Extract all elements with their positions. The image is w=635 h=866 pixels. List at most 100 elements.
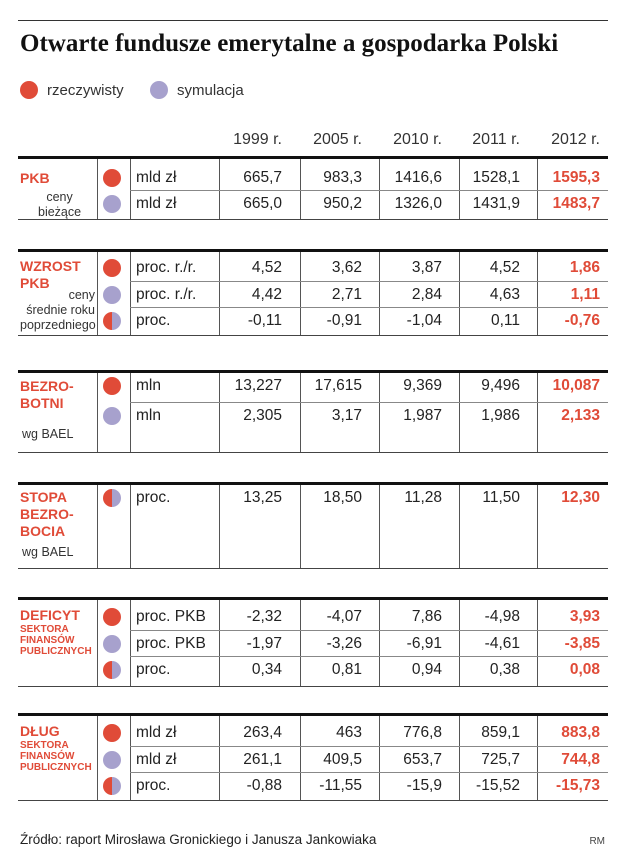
value-cell: 4,52 xyxy=(251,259,282,276)
value-cell: -4,61 xyxy=(484,635,520,652)
value-cell: -11,55 xyxy=(319,777,362,794)
simulation-dot-icon xyxy=(103,195,121,213)
column-divider xyxy=(379,716,380,800)
value-cell: -0,88 xyxy=(246,777,282,794)
value-cell: 9,369 xyxy=(403,377,442,394)
value-cell: 261,1 xyxy=(243,751,282,768)
column-divider xyxy=(300,373,301,452)
value-cell: -0,11 xyxy=(247,312,282,329)
value-cell: 859,1 xyxy=(481,724,520,741)
value-cell: 3,87 xyxy=(411,259,442,276)
value-cell: 1,987 xyxy=(403,407,442,424)
value-cell: -3,26 xyxy=(326,635,362,652)
column-divider xyxy=(300,716,301,800)
section-bottom-rule xyxy=(18,335,608,336)
value-cell: 3,93 xyxy=(569,608,600,625)
section-note: wg BAEL xyxy=(22,427,74,441)
unit-label: proc. xyxy=(136,489,171,506)
row-divider xyxy=(130,772,608,773)
value-cell: -15,9 xyxy=(406,777,442,794)
section-title: DEFICYT xyxy=(20,607,80,623)
column-divider xyxy=(97,159,98,219)
actual-dot-icon xyxy=(103,259,121,277)
half-dot-icon xyxy=(103,777,121,795)
column-divider xyxy=(219,485,220,568)
value-cell: 1,86 xyxy=(569,259,600,276)
column-divider xyxy=(537,716,538,800)
column-divider xyxy=(130,159,131,219)
column-divider xyxy=(300,159,301,219)
value-cell: 13,227 xyxy=(234,377,282,394)
value-cell: 4,42 xyxy=(251,286,282,303)
value-cell: 0,94 xyxy=(411,661,442,678)
section-top-rule xyxy=(18,482,608,485)
unit-label: mln xyxy=(136,407,161,424)
section-title-sub: SEKTORA FINANSÓW PUBLICZNYCH xyxy=(20,740,92,773)
credit: RM xyxy=(589,836,605,847)
simulation-dot-icon xyxy=(103,407,121,425)
column-divider xyxy=(537,252,538,335)
section-title: BEZRO- BOTNI xyxy=(20,378,74,411)
unit-label: mld zł xyxy=(136,724,177,741)
section-top-rule xyxy=(18,713,608,716)
legend-actual-label: rzeczywisty xyxy=(47,81,124,99)
value-cell: 1483,7 xyxy=(552,195,600,212)
year-label: 2010 r. xyxy=(393,131,442,148)
value-cell: 653,7 xyxy=(403,751,442,768)
unit-label: mld zł xyxy=(136,169,177,186)
value-cell: 1,11 xyxy=(570,286,600,303)
section-top-rule xyxy=(18,597,608,600)
legend-simulation-label: symulacja xyxy=(177,81,244,99)
value-cell: 1595,3 xyxy=(552,169,600,186)
value-cell: 11,50 xyxy=(482,489,520,506)
value-cell: 4,63 xyxy=(489,286,520,303)
value-cell: 0,11 xyxy=(490,312,520,329)
value-cell: -15,73 xyxy=(556,777,600,794)
value-cell: 10,087 xyxy=(552,377,600,394)
row-divider xyxy=(130,190,608,191)
value-cell: 1528,1 xyxy=(472,169,520,186)
column-divider xyxy=(97,252,98,335)
value-cell: 3,62 xyxy=(331,259,362,276)
section-bottom-rule xyxy=(18,452,608,453)
section-title: WZROST PKB xyxy=(20,258,81,291)
value-cell: 12,30 xyxy=(561,489,600,506)
value-cell: -4,98 xyxy=(484,608,520,625)
value-cell: 950,2 xyxy=(323,195,362,212)
value-cell: 11,28 xyxy=(404,489,442,506)
value-cell: 4,52 xyxy=(489,259,520,276)
simulation-dot-icon xyxy=(103,751,121,769)
page-title: Otwarte fundusze emerytalne a gospodarka… xyxy=(20,30,559,57)
legend-simulation: symulacja xyxy=(150,78,244,102)
simulation-dot-icon xyxy=(150,81,168,99)
column-divider xyxy=(379,600,380,686)
unit-label: proc. xyxy=(136,661,171,678)
actual-dot-icon xyxy=(20,81,38,99)
column-divider xyxy=(537,485,538,568)
actual-dot-icon xyxy=(103,608,121,626)
column-divider xyxy=(219,716,220,800)
column-divider xyxy=(537,373,538,452)
section-bottom-rule xyxy=(18,568,608,569)
column-divider xyxy=(219,252,220,335)
value-cell: 2,305 xyxy=(243,407,282,424)
value-cell: 665,0 xyxy=(243,195,282,212)
row-divider xyxy=(130,630,608,631)
value-cell: 2,84 xyxy=(411,286,442,303)
simulation-dot-icon xyxy=(103,286,121,304)
value-cell: -2,32 xyxy=(246,608,282,625)
section-note: wg BAEL xyxy=(22,545,74,559)
value-cell: 3,17 xyxy=(331,407,362,424)
unit-label: mld zł xyxy=(136,195,177,212)
column-divider xyxy=(97,373,98,452)
section-top-rule xyxy=(18,249,608,252)
column-divider xyxy=(97,600,98,686)
column-divider xyxy=(459,252,460,335)
row-divider xyxy=(130,746,608,747)
value-cell: 17,615 xyxy=(314,377,362,394)
column-divider xyxy=(219,600,220,686)
column-divider xyxy=(130,716,131,800)
value-cell: 463 xyxy=(336,724,362,741)
year-label: 2012 r. xyxy=(551,131,600,148)
simulation-dot-icon xyxy=(103,635,121,653)
